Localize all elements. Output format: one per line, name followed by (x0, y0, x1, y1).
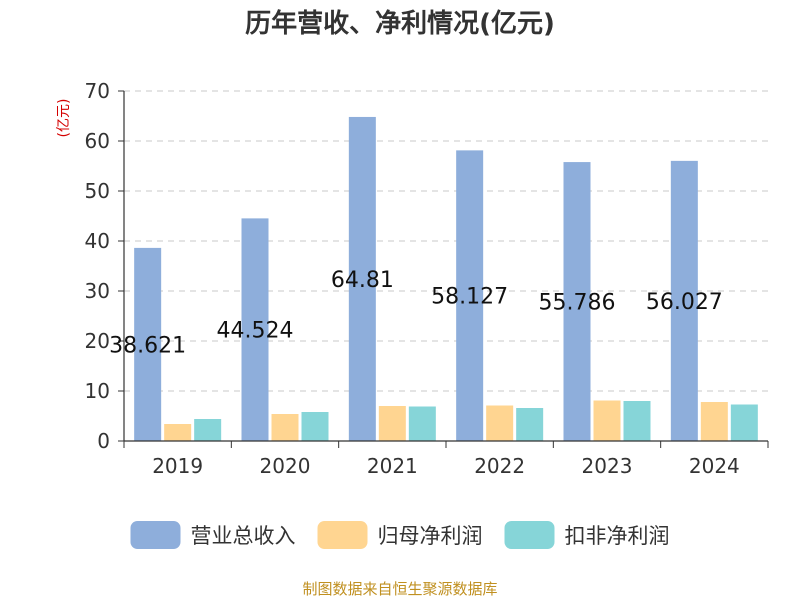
legend-label: 营业总收入 (191, 524, 296, 548)
legend-label: 归母净利润 (378, 524, 483, 548)
legend-swatch (504, 521, 555, 549)
data-label-2021: 64.81 (331, 268, 394, 293)
x-tick-label-2022: 2022 (474, 454, 525, 478)
bar-营业总收入-2023[interactable] (563, 162, 591, 441)
data-label-2022: 58.127 (431, 285, 508, 310)
y-tick-label-50: 50 (85, 179, 110, 203)
y-tick-label-70: 70 (85, 79, 110, 103)
bar-归母净利润-2021[interactable] (378, 406, 406, 441)
chart-title: 历年营收、净利情况(亿元) (245, 8, 555, 39)
bar-扣非净利润-2021[interactable] (408, 406, 436, 442)
x-tick-label-2020: 2020 (260, 454, 311, 478)
bar-归母净利润-2020[interactable] (271, 414, 299, 441)
bar-扣非净利润-2024[interactable] (730, 404, 758, 442)
x-tick-label-2023: 2023 (582, 454, 633, 478)
bar-营业总收入-2020[interactable] (241, 218, 269, 441)
bar-归母净利润-2022[interactable] (486, 405, 514, 442)
legend-swatch (317, 521, 368, 549)
bar-扣非净利润-2023[interactable] (623, 401, 651, 441)
data-label-2019: 38.621 (109, 333, 186, 358)
y-tick-label-10: 10 (85, 379, 110, 403)
x-tick-label-2021: 2021 (367, 454, 418, 478)
legend-item-归母净利润[interactable]: 归母净利润 (317, 521, 483, 549)
legend-item-营业总收入[interactable]: 营业总收入 (130, 521, 296, 549)
x-tick-label-2019: 2019 (152, 454, 203, 478)
y-axis-unit: (亿元) (56, 99, 72, 138)
bar-归母净利润-2019[interactable] (164, 424, 192, 441)
x-tick-label-2024: 2024 (689, 454, 740, 478)
data-label-2024: 56.027 (646, 290, 723, 315)
y-tick-label-20: 20 (85, 329, 110, 353)
legend-item-扣非净利润[interactable]: 扣非净利润 (504, 521, 670, 549)
bar-营业总收入-2022[interactable] (456, 150, 484, 442)
y-tick-label-60: 60 (85, 129, 110, 153)
y-tick-label-0: 0 (97, 429, 110, 453)
bar-归母净利润-2024[interactable] (700, 402, 728, 441)
source-note: 制图数据来自恒生聚源数据库 (302, 580, 497, 598)
bar-扣非净利润-2020[interactable] (301, 412, 329, 441)
bar-扣非净利润-2019[interactable] (194, 419, 222, 441)
legend-swatch (130, 521, 181, 549)
legend[interactable]: 营业总收入 归母净利润 扣非净利润 (130, 521, 670, 549)
grid (124, 90, 768, 392)
bars (134, 116, 758, 442)
bar-营业总收入-2021[interactable] (348, 116, 376, 441)
data-label-2023: 55.786 (539, 291, 616, 316)
bar-扣非净利润-2022[interactable] (516, 408, 544, 441)
bar-归母净利润-2023[interactable] (593, 400, 621, 442)
legend-label: 扣非净利润 (565, 524, 670, 548)
y-tick-label-30: 30 (85, 279, 110, 303)
axes: 0 10 20 30 40 50 60 70 2019 2020 2021 2022 2023 2024 (85, 79, 769, 478)
y-tick-label-40: 40 (85, 229, 110, 253)
data-labels: 38.621 44.524 64.81 58.127 55.786 56.027 (109, 268, 723, 358)
bar-营业总收入-2019[interactable] (134, 247, 162, 441)
data-label-2020: 44.524 (217, 319, 294, 344)
bar-营业总收入-2024[interactable] (670, 160, 698, 442)
